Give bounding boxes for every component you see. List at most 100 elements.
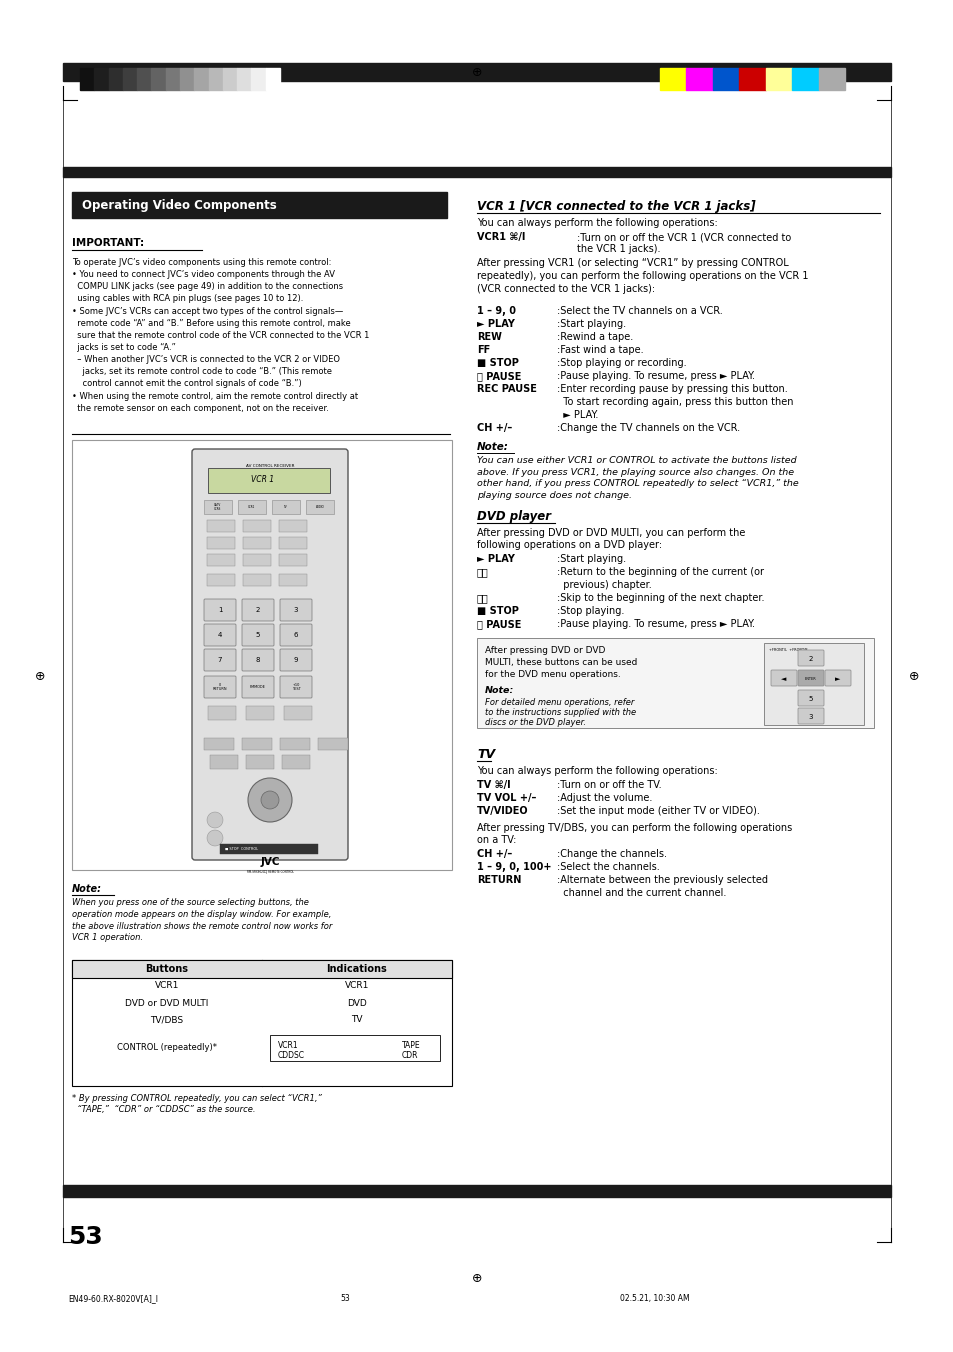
Bar	[237, 500, 266, 514]
Bar	[207, 537, 234, 549]
Text: 02.5.21, 10:30 AM: 02.5.21, 10:30 AM	[619, 1294, 689, 1303]
Text: TV: TV	[476, 748, 495, 761]
Text: Note:: Note:	[476, 442, 508, 452]
Text: ⊕: ⊕	[908, 669, 919, 683]
Text: ►: ►	[835, 676, 840, 681]
Bar	[282, 754, 310, 769]
FancyBboxPatch shape	[204, 599, 235, 621]
Bar	[166, 68, 180, 91]
Circle shape	[207, 830, 223, 846]
Text: PMMODE: PMMODE	[250, 685, 266, 690]
Text: ⏮⏮: ⏮⏮	[476, 566, 488, 577]
Text: 8: 8	[255, 657, 260, 662]
Text: 1 – 9, 0: 1 – 9, 0	[476, 306, 516, 316]
Text: 2: 2	[255, 607, 260, 612]
Text: ⊕: ⊕	[471, 66, 482, 80]
Text: DVD player: DVD player	[476, 510, 551, 523]
Text: VCR 1 [VCR connected to the VCR 1 jacks]: VCR 1 [VCR connected to the VCR 1 jacks]	[476, 200, 755, 214]
Text: :Rewind a tape.: :Rewind a tape.	[557, 333, 633, 342]
Text: :Skip to the beginning of the next chapter.: :Skip to the beginning of the next chapt…	[557, 594, 763, 603]
Bar	[63, 1184, 890, 1197]
Text: 1: 1	[217, 607, 222, 612]
Bar	[71, 960, 452, 1086]
FancyBboxPatch shape	[204, 649, 235, 671]
Text: channel and the current channel.: channel and the current channel.	[557, 888, 725, 898]
Text: TV: TV	[284, 506, 288, 508]
Text: FF: FF	[476, 345, 490, 356]
Text: For detailed menu operations, refer: For detailed menu operations, refer	[484, 698, 634, 707]
Text: 5: 5	[255, 631, 260, 638]
Bar	[765, 68, 791, 91]
Bar	[270, 1036, 439, 1061]
Text: :Fast wind a tape.: :Fast wind a tape.	[557, 345, 643, 356]
Text: IMPORTANT:: IMPORTANT:	[71, 238, 144, 247]
Bar	[818, 68, 844, 91]
Bar	[246, 706, 274, 721]
Text: :Select the channels.: :Select the channels.	[557, 863, 659, 872]
Text: After pressing DVD or DVD: After pressing DVD or DVD	[484, 646, 605, 654]
Bar	[278, 575, 307, 585]
Text: You can always perform the following operations:: You can always perform the following ope…	[476, 218, 717, 228]
Text: 9: 9	[294, 657, 298, 662]
Text: :Enter recording pause by pressing this button.: :Enter recording pause by pressing this …	[557, 384, 787, 393]
Text: 5: 5	[808, 696, 812, 702]
FancyBboxPatch shape	[242, 599, 274, 621]
Bar	[686, 68, 712, 91]
Text: When you press one of the source selecting buttons, the
operation mode appears o: When you press one of the source selecti…	[71, 898, 332, 942]
Text: VCR1: VCR1	[277, 1041, 298, 1049]
Bar	[209, 68, 223, 91]
Bar	[223, 68, 237, 91]
Bar	[63, 64, 890, 81]
Bar	[208, 468, 330, 493]
Bar	[246, 754, 274, 769]
Text: VCR1: VCR1	[154, 982, 179, 991]
Text: REC PAUSE: REC PAUSE	[476, 384, 537, 393]
Text: CH +/–: CH +/–	[476, 423, 512, 433]
FancyBboxPatch shape	[280, 649, 312, 671]
Bar	[243, 554, 271, 566]
Text: :Stop playing.: :Stop playing.	[557, 606, 623, 617]
Text: +FRONT/L  +FRONT/R: +FRONT/L +FRONT/R	[768, 648, 807, 652]
Text: ⊕: ⊕	[34, 669, 45, 683]
Text: REW: REW	[476, 333, 501, 342]
Text: Indications: Indications	[326, 964, 387, 973]
Bar	[280, 738, 310, 750]
Bar	[194, 68, 209, 91]
Bar	[237, 68, 252, 91]
Text: ■ STOP  CONTROL: ■ STOP CONTROL	[225, 846, 258, 850]
Text: TV: TV	[351, 1015, 362, 1025]
Text: :Start playing.: :Start playing.	[557, 554, 625, 564]
Text: following operations on a DVD player:: following operations on a DVD player:	[476, 539, 661, 550]
Text: MULTI, these buttons can be used: MULTI, these buttons can be used	[484, 658, 637, 667]
Text: ■ STOP: ■ STOP	[476, 358, 518, 368]
Bar	[242, 738, 272, 750]
FancyBboxPatch shape	[824, 671, 850, 685]
Text: To operate JVC’s video components using this remote control:
• You need to conne: To operate JVC’s video components using …	[71, 258, 369, 412]
Bar	[266, 68, 280, 91]
Bar	[272, 500, 299, 514]
Text: CDR: CDR	[401, 1052, 418, 1060]
Text: 6: 6	[294, 631, 298, 638]
Text: :Turn on or off the VCR 1 (VCR connected to: :Turn on or off the VCR 1 (VCR connected…	[577, 233, 790, 242]
FancyBboxPatch shape	[192, 449, 348, 860]
Text: VCR1: VCR1	[248, 506, 255, 508]
Bar	[712, 68, 739, 91]
FancyBboxPatch shape	[280, 676, 312, 698]
Text: You can use either VCR1 or CONTROL to activate the buttons listed
above. If you : You can use either VCR1 or CONTROL to ac…	[476, 456, 798, 500]
Bar	[739, 68, 765, 91]
FancyBboxPatch shape	[770, 671, 796, 685]
Text: :Change the channels.: :Change the channels.	[557, 849, 666, 859]
Bar	[71, 192, 447, 218]
Bar	[243, 575, 271, 585]
Text: Note:: Note:	[484, 685, 514, 695]
Text: ENTER: ENTER	[804, 677, 816, 681]
Text: RETURN: RETURN	[476, 875, 521, 886]
Bar	[208, 706, 235, 721]
Text: the VCR 1 jacks).: the VCR 1 jacks).	[577, 243, 659, 254]
Text: CDDSC: CDDSC	[277, 1052, 305, 1060]
Bar	[317, 738, 348, 750]
Bar	[207, 521, 234, 531]
FancyBboxPatch shape	[242, 676, 274, 698]
Bar	[180, 68, 194, 91]
Bar	[80, 68, 94, 91]
